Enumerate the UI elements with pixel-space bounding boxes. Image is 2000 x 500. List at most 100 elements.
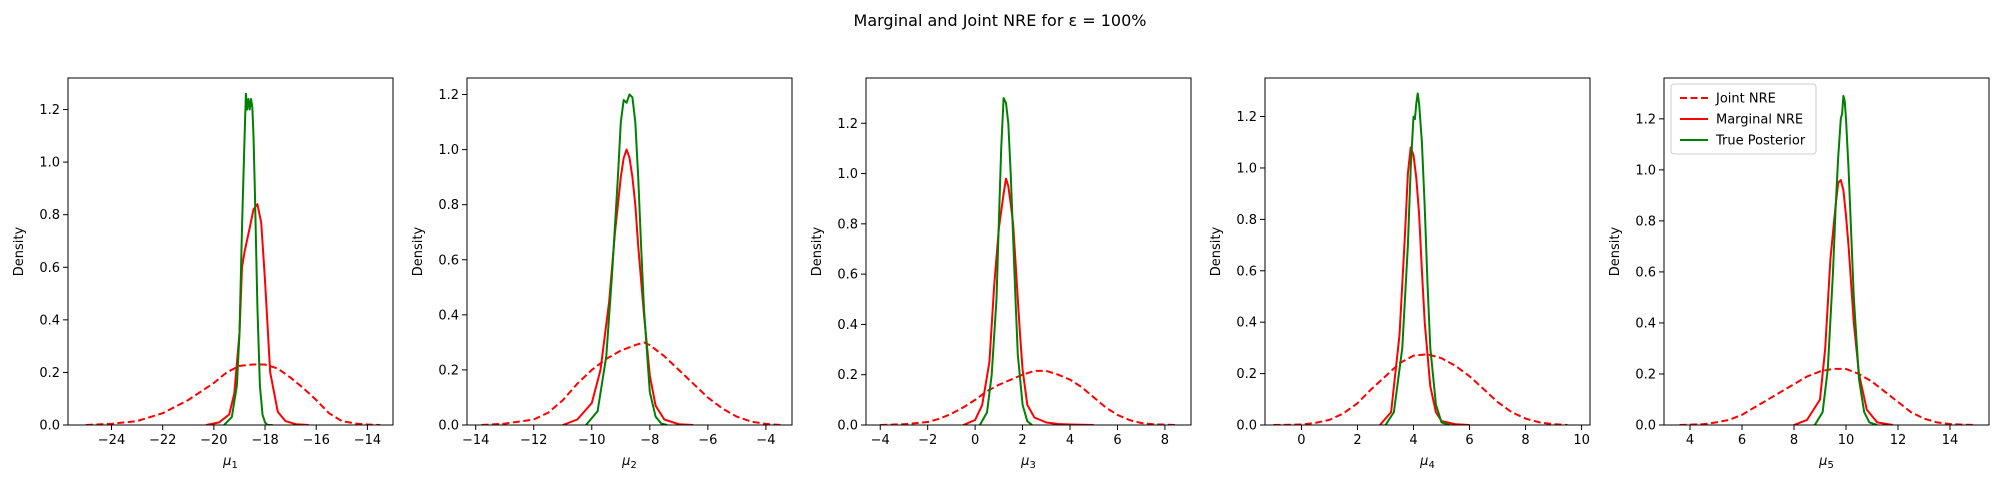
x-tick-label: −4 <box>871 433 890 448</box>
x-axis-label: μ1 <box>222 454 238 471</box>
x-tick-label: −20 <box>200 433 227 448</box>
axes-frame <box>1663 77 1990 426</box>
y-axis-label: Density <box>810 226 825 276</box>
x-tick-label: 6 <box>1738 433 1746 448</box>
y-tick-label: 0.0 <box>438 419 459 434</box>
y-tick-label: 0.4 <box>39 313 60 328</box>
y-tick-label: 0.0 <box>1236 419 1257 434</box>
y-tick-label: 1.0 <box>39 156 60 171</box>
x-tick-label: 6 <box>1465 433 1473 448</box>
y-tick-label: 0.0 <box>39 419 60 434</box>
legend-box <box>1670 83 1817 155</box>
x-tick-label: 8 <box>1521 433 1529 448</box>
x-axis-label: μ5 <box>1818 454 1834 471</box>
series-line-marginal-nre <box>1793 179 1893 425</box>
y-tick-label: 0.8 <box>1236 213 1257 228</box>
y-tick-label: 1.0 <box>837 167 858 182</box>
x-tick-label: −14 <box>354 433 381 448</box>
y-tick-label: 0.0 <box>837 419 858 434</box>
x-tick-label: −16 <box>303 433 330 448</box>
y-tick-label: 0.8 <box>837 217 858 232</box>
y-tick-label: 0.4 <box>1635 316 1656 331</box>
y-axis-label: Density <box>1209 226 1224 276</box>
y-tick-label: 1.2 <box>39 103 60 118</box>
y-tick-label: 0.0 <box>1635 419 1656 434</box>
x-axis-label: μ4 <box>1419 454 1435 471</box>
x-tick-label: −10 <box>578 433 605 448</box>
y-tick-label: 0.2 <box>1635 367 1656 382</box>
y-tick-label: 0.6 <box>837 268 858 283</box>
y-tick-label: 0.6 <box>438 253 459 268</box>
x-tick-label: −6 <box>698 433 717 448</box>
y-tick-label: 0.2 <box>39 366 60 381</box>
series-line-true-posterior <box>1384 92 1451 425</box>
x-tick-label: 0 <box>1297 433 1305 448</box>
y-tick-label: 1.2 <box>837 117 858 132</box>
series-line-joint-nre <box>1679 367 1977 425</box>
y-axis-label: Density <box>411 226 426 276</box>
legend: Joint NRE Marginal NRE True Posterior <box>1670 83 1817 155</box>
y-axis-label: Density <box>12 226 27 276</box>
y-tick-label: 0.8 <box>1635 214 1656 229</box>
x-tick-label: 4 <box>1066 433 1074 448</box>
series-line-true-posterior <box>979 97 1033 425</box>
x-tick-label: −2 <box>918 433 937 448</box>
x-tick-label: 4 <box>1409 433 1417 448</box>
x-tick-label: 14 <box>1942 433 1959 448</box>
y-tick-label: 1.0 <box>1236 161 1257 176</box>
y-tick-label: 0.4 <box>837 318 858 333</box>
x-tick-label: −12 <box>520 433 547 448</box>
y-tick-label: 0.2 <box>837 368 858 383</box>
series-line-joint-nre <box>85 363 381 425</box>
y-tick-label: 0.4 <box>438 308 459 323</box>
x-tick-label: −4 <box>756 433 775 448</box>
y-tick-label: 0.4 <box>1236 316 1257 331</box>
y-tick-label: 0.6 <box>1635 265 1656 280</box>
y-tick-label: 0.6 <box>1236 264 1257 279</box>
x-tick-label: 2 <box>1353 433 1361 448</box>
x-tick-label: 8 <box>1790 433 1798 448</box>
series-line-true-posterior <box>585 93 668 425</box>
axes-frame <box>466 77 793 426</box>
series-line-marginal-nre <box>206 203 309 425</box>
subplot-2: −14 −12 −10 −8 −6 −4 0.0 0.2 0.4 0.6 0.8 1.0 1.2 μ2 De… <box>411 77 793 471</box>
subplot-4: 0 2 4 6 8 10 0.0 0.2 0.4 0.6 0.8 1.0 1.2 μ4 Density <box>1209 77 1591 471</box>
series-line-joint-nre <box>880 369 1177 425</box>
y-tick-label: 0.6 <box>39 261 60 276</box>
subplot-1: −24 −22 −20 −18 −16 −14 0.0 0.2 0.4 0.6 0.8 1.0 1.2 μ… <box>12 77 394 471</box>
x-tick-label: 8 <box>1161 433 1169 448</box>
series-line-joint-nre <box>481 341 781 425</box>
x-axis-label: μ2 <box>621 454 637 471</box>
y-tick-label: 0.2 <box>1236 367 1257 382</box>
axes-frame <box>1264 77 1591 426</box>
y-tick-label: 1.2 <box>1635 112 1656 127</box>
x-tick-label: 2 <box>1018 433 1026 448</box>
x-tick-label: 6 <box>1113 433 1121 448</box>
x-tick-label: 0 <box>971 433 979 448</box>
x-tick-label: 10 <box>1573 433 1590 448</box>
panels-container: −24 −22 −20 −18 −16 −140.00.20.40.60.81.01.2μ… <box>12 77 1990 471</box>
y-tick-label: 1.0 <box>1635 163 1656 178</box>
legend-entry-label: Joint NRE <box>1715 92 1776 107</box>
x-tick-label: 10 <box>1838 433 1855 448</box>
y-tick-label: 0.2 <box>438 363 459 378</box>
x-tick-label: 4 <box>1686 433 1694 448</box>
axes-frame <box>865 77 1192 426</box>
x-tick-label: −22 <box>149 433 176 448</box>
y-tick-label: 1.0 <box>438 143 459 158</box>
y-tick-label: 1.2 <box>1236 110 1257 125</box>
figure-title: Marginal and Joint NRE for ε = 100% <box>854 11 1147 30</box>
legend-entry-label: Marginal NRE <box>1716 113 1803 128</box>
x-tick-label: 12 <box>1890 433 1907 448</box>
subplot-5: 4 6 8 10 12 14 0.0 0.2 0.4 0.6 0.8 1.0 1.2 μ5 Density J… <box>1608 77 1990 471</box>
y-tick-label: 0.8 <box>438 198 459 213</box>
subplot-3: −4 −2 0 2 4 6 8 0.0 0.2 0.4 0.6 0.8 1.0 1.2 μ3 Density <box>810 77 1192 471</box>
series-line-true-posterior <box>1813 94 1878 425</box>
y-tick-label: 0.8 <box>39 208 60 223</box>
x-tick-label: −8 <box>640 433 659 448</box>
x-tick-label: −14 <box>462 433 489 448</box>
x-axis-label: μ3 <box>1020 454 1036 471</box>
y-tick-label: 1.2 <box>438 88 459 103</box>
